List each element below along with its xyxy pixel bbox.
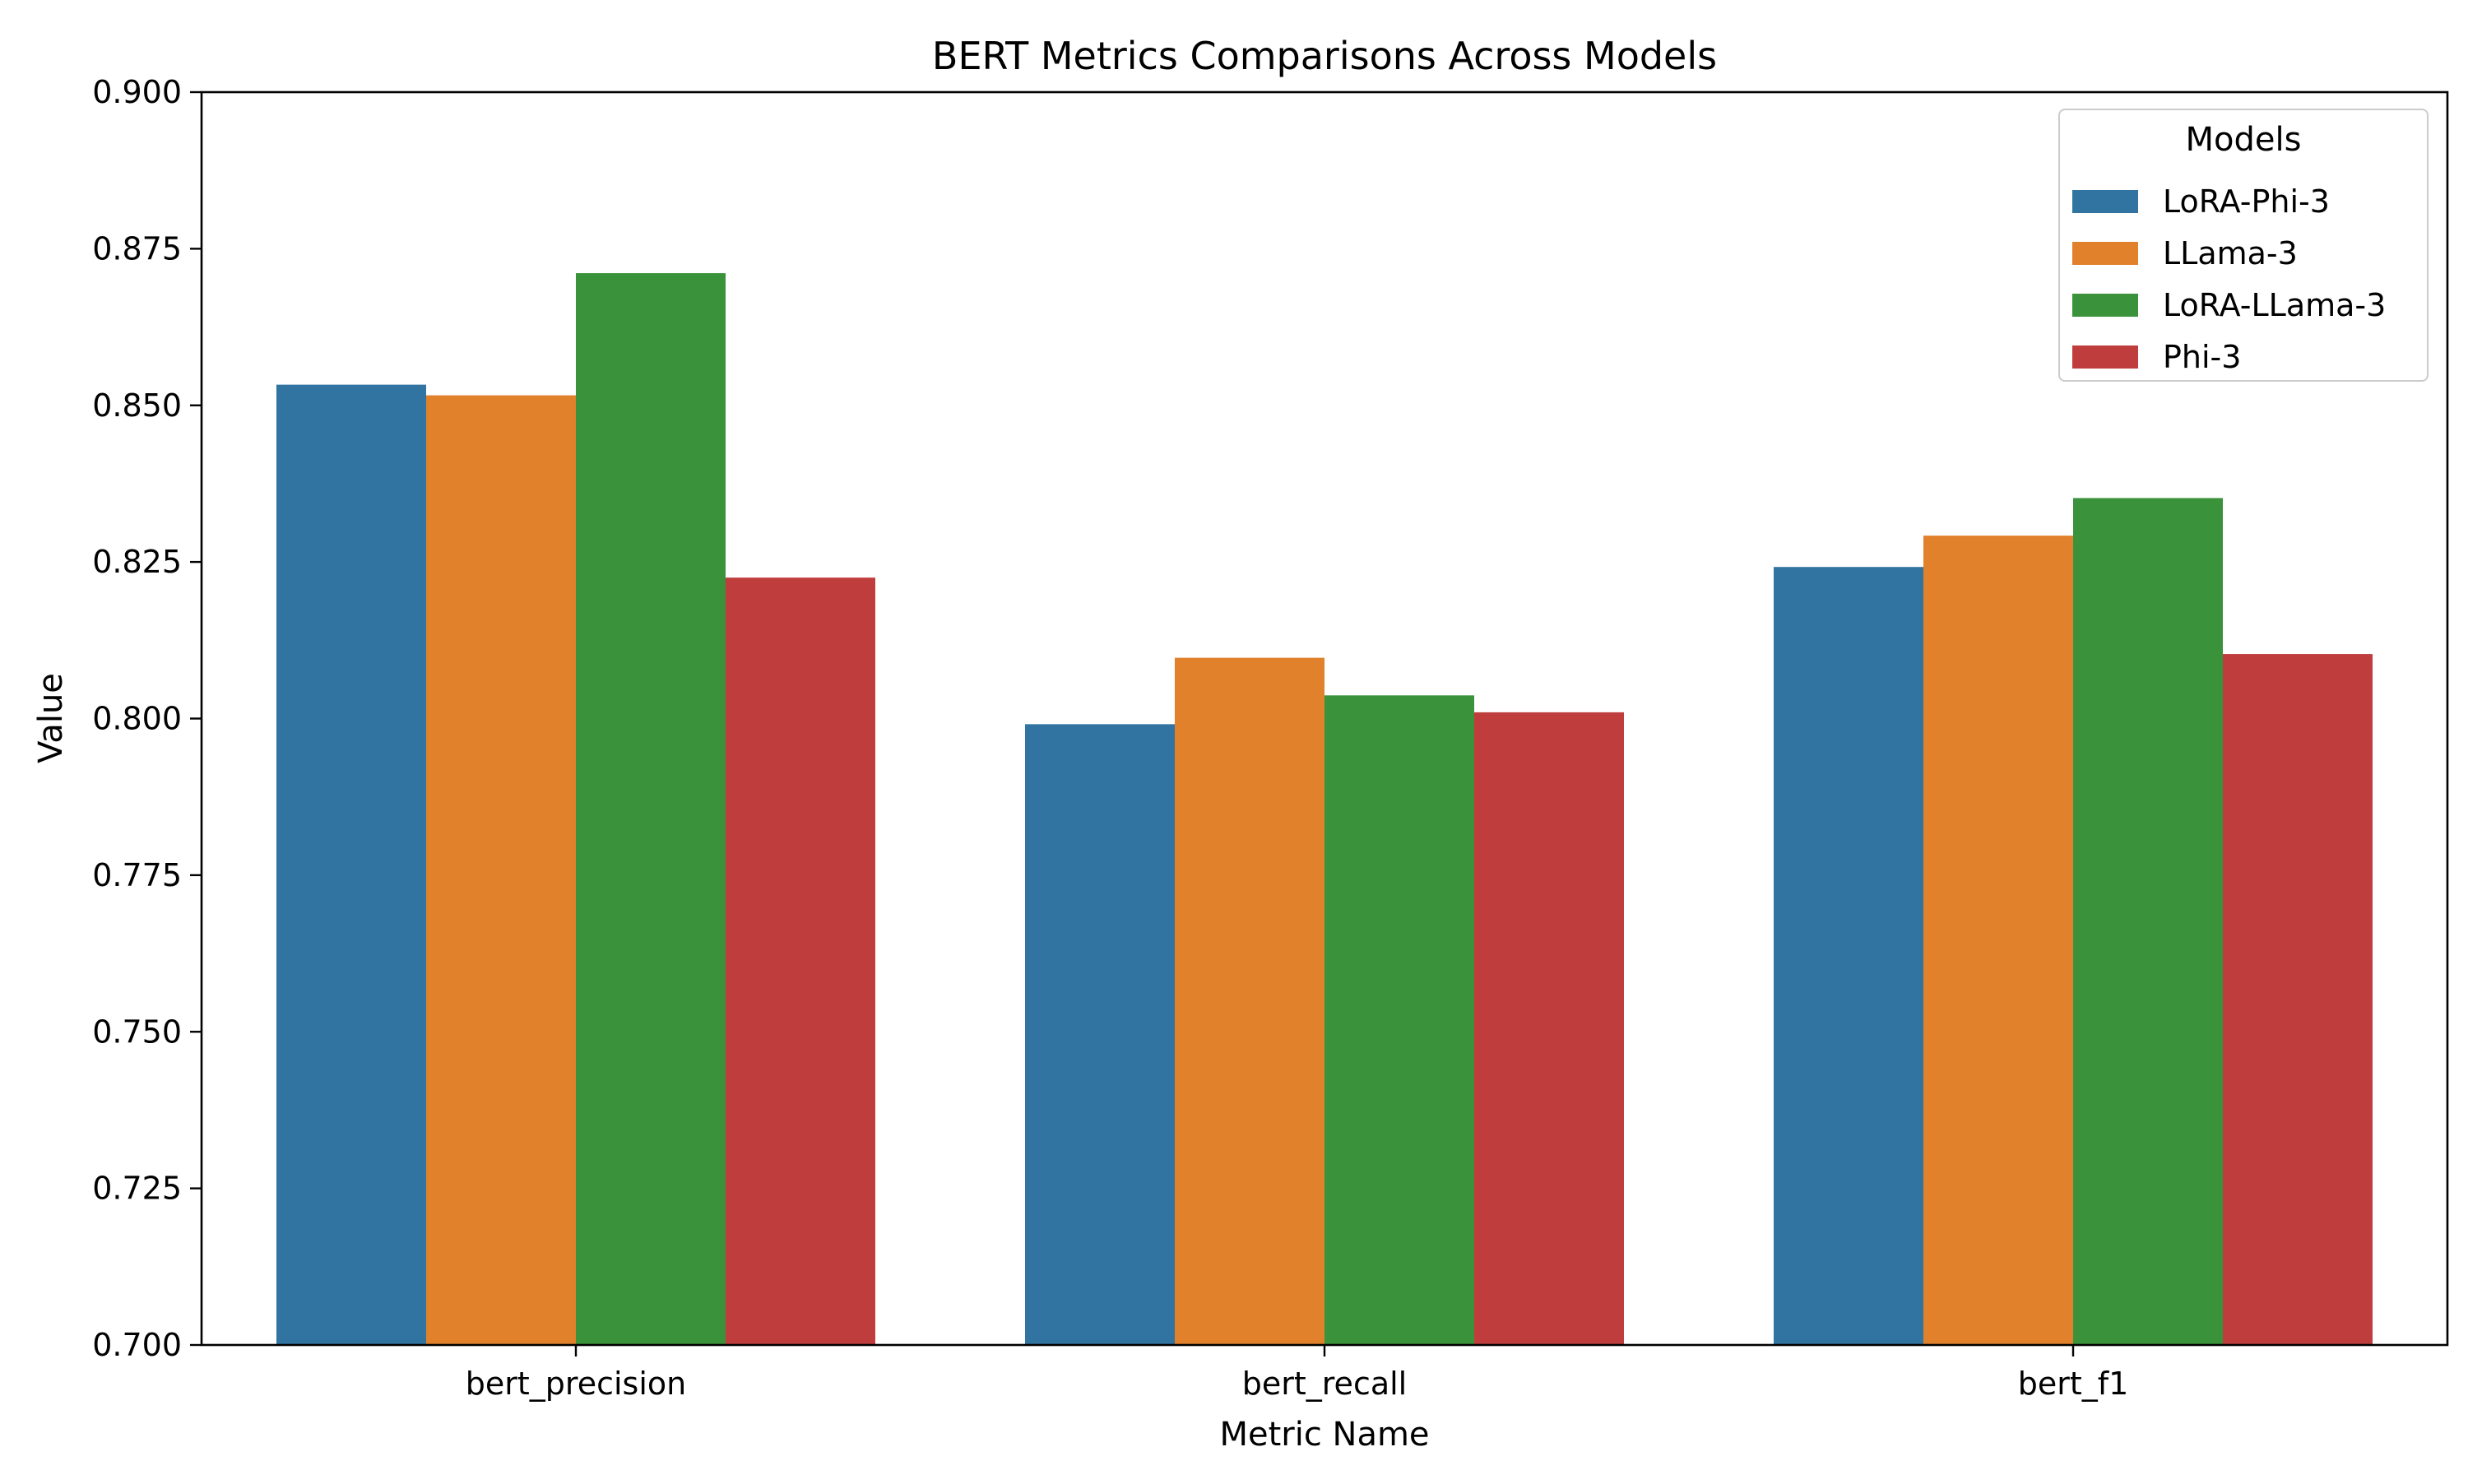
- y-tick-label: 0.700: [92, 1327, 182, 1363]
- bar-bert_precision-lora-llama-3: [576, 273, 726, 1345]
- x-axis-label: Metric Name: [1219, 1416, 1429, 1454]
- bar-bert_recall-lora-phi-3: [1025, 724, 1175, 1345]
- y-tick-label: 0.850: [92, 387, 182, 424]
- legend-box: [2058, 109, 2429, 382]
- x-tick-label: bert_f1: [2018, 1366, 2129, 1402]
- bar-bert_f1-phi-3: [2223, 654, 2373, 1345]
- x-tick-label: bert_recall: [1242, 1366, 1407, 1402]
- legend-label: LLama-3: [2163, 235, 2298, 271]
- legend-label: LoRA-Phi-3: [2163, 183, 2330, 220]
- x-tick-label: bert_precision: [466, 1366, 686, 1402]
- legend-swatch-lora-llama-3: [2072, 294, 2138, 317]
- legend-label: LoRA-LLama-3: [2163, 287, 2386, 323]
- legend-label: Phi-3: [2163, 339, 2241, 375]
- legend-swatch-lora-phi-3: [2072, 190, 2138, 213]
- x-axis: bert_precision bert_recall bert_f1: [466, 1345, 2129, 1402]
- y-tick-label: 0.900: [92, 74, 182, 110]
- bar-bert_precision-phi-3: [726, 577, 875, 1345]
- bar-bert_precision-lora-phi-3: [276, 384, 426, 1346]
- y-tick-label: 0.800: [92, 701, 182, 737]
- y-tick-label: 0.750: [92, 1013, 182, 1050]
- y-axis-label: Value: [32, 673, 70, 763]
- y-tick-label: 0.775: [92, 857, 182, 893]
- legend-swatch-phi-3: [2072, 345, 2138, 369]
- bar-bert_recall-llama-3: [1175, 657, 1324, 1345]
- bar-bert_recall-phi-3: [1474, 712, 1624, 1345]
- bar-bert_recall-lora-llama-3: [1324, 695, 1474, 1345]
- bar-bert_f1-llama-3: [1923, 536, 2073, 1345]
- bar-bert_f1-lora-llama-3: [2073, 498, 2223, 1345]
- y-tick-label: 0.725: [92, 1171, 182, 1207]
- y-tick-label: 0.825: [92, 544, 182, 580]
- bars-layer: [276, 273, 2373, 1346]
- bar-bert_f1-lora-phi-3: [1774, 567, 1923, 1345]
- y-tick-label: 0.875: [92, 230, 182, 267]
- legend-title: Models: [2186, 121, 2302, 159]
- chart-title: BERT Metrics Comparisons Across Models: [932, 34, 1717, 78]
- bar-bert_precision-llama-3: [426, 395, 576, 1345]
- legend-swatch-llama-3: [2072, 242, 2138, 265]
- y-axis: 0.700 0.725 0.750 0.775 0.800 0.825 0.850 0.875…: [92, 74, 202, 1363]
- legend: Models LoRA-Phi-3 LLama-3 LoRA-LLama-3 Phi-3: [2058, 109, 2429, 382]
